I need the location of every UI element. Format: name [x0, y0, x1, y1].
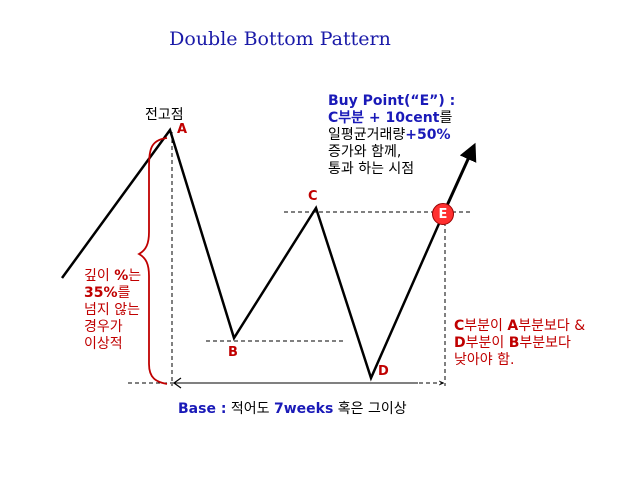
point-a-label: A — [177, 122, 188, 137]
buy-point-heading: Buy Point(“E”) : — [328, 93, 456, 109]
point-c-label: C — [308, 189, 318, 204]
buy-point-c-plus: C부분 + 10cent — [328, 110, 440, 126]
depth-line-1: 깊이 %는 — [84, 268, 141, 285]
breakout-arrow — [443, 142, 477, 211]
buy-point-line-4: 증가와 함께, — [328, 144, 402, 160]
point-d-label: D — [378, 364, 389, 379]
point-b-label: B — [228, 345, 238, 360]
depth-line-1-pre: 깊이 — [84, 268, 115, 284]
point-e-marker: E — [432, 203, 454, 225]
condition-line-2: D부분이 B부분보다 — [454, 335, 585, 352]
condition-note: C부분이 A부분보다 & D부분이 B부분보다 낮아야 함. — [454, 318, 585, 369]
base-width-arrow-left-head — [172, 377, 182, 389]
condition-line-1-d: 부분보다 & — [518, 318, 586, 334]
buy-point-note: Buy Point(“E”) : C부분 + 10cent를 일평균거래량+50… — [328, 93, 455, 178]
buy-point-line-5: 통과 하는 시점 — [328, 161, 415, 177]
depth-note: 깊이 %는 35%를 넘지 않는 경우가 이상적 — [84, 268, 141, 353]
buy-point-line-2-rest: 를 — [439, 110, 453, 126]
previous-high-label: 전고점 — [145, 107, 184, 123]
buy-point-line-2: C부분 + 10cent를 — [328, 110, 455, 127]
condition-line-3: 낮아야 함. — [454, 352, 515, 368]
base-note-mid: 적어도 — [226, 401, 274, 417]
condition-line-2-d: 부분보다 — [519, 335, 571, 351]
point-e-label: E — [438, 207, 448, 222]
depth-line-4: 경우가 — [84, 319, 123, 335]
base-note: Base : 적어도 7weeks 혹은 그이상 — [178, 398, 407, 418]
condition-a: A — [507, 318, 519, 334]
condition-c: C — [454, 318, 465, 334]
depth-line-1-pct: % — [114, 268, 129, 284]
depth-line-5: 이상적 — [84, 336, 123, 352]
depth-line-1-post: 는 — [128, 268, 142, 284]
condition-d: D — [454, 335, 466, 351]
depth-brace — [137, 137, 168, 385]
base-note-weeks: 7weeks — [273, 401, 334, 417]
buy-point-volume-text: 일평균거래량 — [328, 127, 406, 143]
diagram-title: Double Bottom Pattern — [169, 28, 391, 50]
base-note-post: 혹은 그이상 — [333, 401, 407, 417]
condition-line-2-b: 부분이 — [465, 335, 509, 351]
buy-point-volume-pct: +50% — [405, 127, 451, 143]
condition-line-1-b: 부분이 — [464, 318, 508, 334]
depth-line-2-post: 를 — [117, 285, 131, 301]
buy-point-line-3: 일평균거래량+50% — [328, 127, 455, 144]
condition-line-1: C부분이 A부분보다 & — [454, 318, 585, 335]
depth-line-2-pct: 35% — [84, 285, 118, 301]
price-path — [60, 127, 447, 382]
depth-line-2: 35%를 — [84, 285, 141, 302]
base-note-label: Base : — [178, 401, 227, 417]
condition-b: B — [508, 335, 520, 351]
depth-line-3: 넘지 않는 — [84, 302, 140, 318]
